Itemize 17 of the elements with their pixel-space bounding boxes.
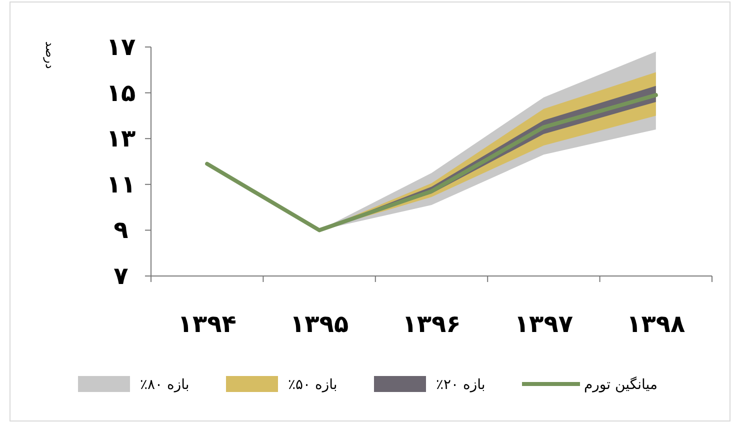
x-tick-label: ۱۳۹۸ [626,310,686,338]
x-tick-label: ۱۳۹۶ [402,310,461,338]
legend-label: بازه ۲۰٪ [436,377,486,393]
legend-label: بازه ۸۰٪ [140,377,190,393]
y-axis-title: درصد [43,41,57,69]
y-tick-label: ۷ [114,262,129,290]
x-tick-label: ۱۳۹۷ [514,310,574,338]
y-tick-label: ۱۳ [106,124,136,153]
line-series [205,93,658,232]
x-tick-label: ۱۳۹۵ [290,310,349,338]
legend-label: میانگین تورم [584,376,658,393]
x-tick-label: ۱۳۹۴ [178,310,236,338]
y-tick-label: ۱۵ [106,78,136,107]
y-tick-label: ۱۱ [106,170,136,198]
y-tick-label: ۹ [114,216,129,244]
legend-label: بازه ۵۰٪ [288,377,338,393]
y-tick-label: ۱۷ [106,33,136,61]
